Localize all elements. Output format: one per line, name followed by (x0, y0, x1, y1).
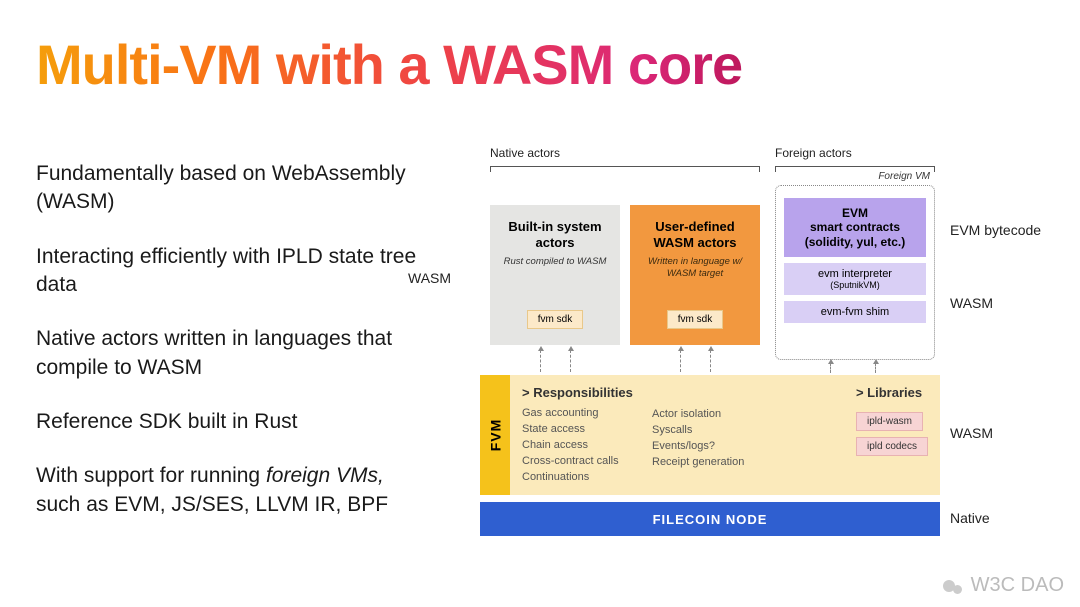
watermark-text: W3C DAO (971, 574, 1064, 597)
evm-line1: EVM (842, 206, 868, 220)
arrow-icon (570, 350, 571, 372)
filecoin-node-bar: FILECOIN NODE (480, 502, 940, 536)
evm-contracts-box: EVM smart contracts (solidity, yul, etc.… (784, 198, 926, 257)
fvm-sdk-chip: fvm sdk (527, 310, 583, 329)
builtin-subtitle: Rust compiled to WASM (504, 256, 607, 267)
responsibilities-title: > Responsibilities (522, 385, 652, 400)
bullet-item: Fundamentally based on WebAssembly (WASM… (36, 160, 431, 217)
native-label: Native (950, 510, 990, 526)
user-subtitle: Written in language w/ WASM target (638, 256, 752, 279)
wasm-label-top: WASM (950, 295, 993, 311)
arrow-icon (680, 350, 681, 372)
native-actors-label: Native actors (490, 146, 560, 160)
evm-line3: (solidity, yul, etc.) (805, 235, 905, 249)
bullet-item: Reference SDK built in Rust (36, 408, 431, 436)
evm-bytecode-label: EVM bytecode (950, 222, 1041, 238)
wasm-left-label: WASM (408, 270, 451, 286)
wechat-icon (943, 577, 965, 595)
bullet-item: Native actors written in languages that … (36, 325, 431, 382)
foreign-vm-frame: Foreign VM EVM smart contracts (solidity… (775, 185, 935, 360)
page-title: Multi-VM with a WASM core (36, 32, 742, 97)
builtin-actors-box: Built-in system actors Rust compiled to … (490, 205, 620, 345)
fvm-container: FVM > Responsibilities Gas accounting St… (480, 375, 940, 495)
bullet-item: With support for running foreign VMs, su… (36, 462, 431, 519)
wasm-label-mid: WASM (950, 425, 993, 441)
resp-item: State access (522, 422, 652, 438)
evm-shim-box: evm-fvm shim (784, 301, 926, 323)
fvm-sdk-chip: fvm sdk (667, 310, 723, 329)
foreign-vm-label: Foreign VM (878, 171, 930, 182)
resp-item: Receipt generation (652, 455, 772, 471)
resp-item: Continuations (522, 470, 652, 486)
bullet-list: Fundamentally based on WebAssembly (WASM… (36, 160, 431, 545)
interpreter-label: evm interpreter (818, 268, 892, 280)
fvm-body: > Responsibilities Gas accounting State … (510, 375, 940, 495)
arrow-icon (830, 363, 831, 373)
resp-item: Syscalls (652, 423, 772, 439)
foreign-actors-label: Foreign actors (775, 146, 852, 160)
resp-item: Gas accounting (522, 406, 652, 422)
user-title: User-defined WASM actors (638, 219, 752, 250)
interpreter-sub: (SputnikVM) (788, 280, 922, 290)
arrow-icon (875, 363, 876, 373)
watermark: W3C DAO (943, 574, 1064, 597)
lib-chip: ipld-wasm (856, 412, 923, 431)
fvm-tab-label: FVM (487, 419, 503, 452)
resp-item: Chain access (522, 438, 652, 454)
libraries-title: > Libraries (856, 385, 928, 400)
fvm-tab: FVM (480, 375, 510, 495)
evm-interpreter-box: evm interpreter (SputnikVM) (784, 263, 926, 295)
bullet-item: Interacting efficiently with IPLD state … (36, 243, 431, 300)
arrow-icon (540, 350, 541, 372)
native-bracket (490, 166, 760, 172)
user-actors-box: User-defined WASM actors Written in lang… (630, 205, 760, 345)
resp-item: Events/logs? (652, 439, 772, 455)
architecture-diagram: Native actors Foreign actors WASM Built-… (460, 150, 1060, 580)
resp-item: Actor isolation (652, 407, 772, 423)
arrow-icon (710, 350, 711, 372)
resp-item: Cross-contract calls (522, 454, 652, 470)
responsibilities-col1: Gas accounting State access Chain access… (522, 406, 652, 486)
evm-line2: smart contracts (810, 220, 900, 234)
builtin-title: Built-in system actors (498, 219, 612, 250)
lib-chip: ipld codecs (856, 437, 928, 456)
responsibilities-col2: Actor isolation Syscalls Events/logs? Re… (652, 407, 772, 471)
